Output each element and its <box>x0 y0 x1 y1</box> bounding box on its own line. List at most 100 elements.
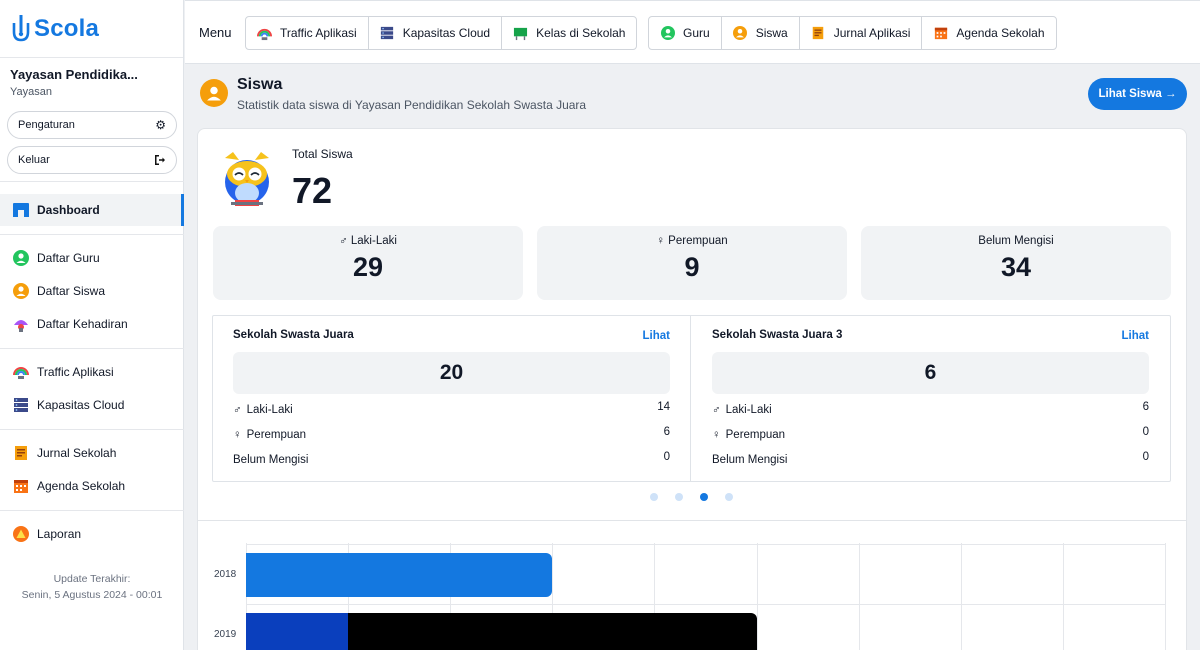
owl-mascot-icon <box>225 152 269 206</box>
sidebar-item-laporan[interactable]: Laporan <box>0 518 184 550</box>
stat-male-label-row: ♂ Laki-Laki <box>213 235 523 247</box>
top-menu-bar: Menu Traffic Aplikasi Kapasitas Cloud Ke… <box>185 0 1200 64</box>
grid-line <box>756 543 758 650</box>
sidebar-divider <box>0 429 184 430</box>
org-name: Yayasan Pendidika... <box>10 67 138 82</box>
sidebar-item-label: Jurnal Sekolah <box>37 446 117 460</box>
app-name: Scola <box>34 14 100 42</box>
school-row-male: ♂ Laki-Laki 14 <box>233 401 670 419</box>
sidebar-item-jurnal-sekolah[interactable]: Jurnal Sekolah <box>0 437 184 469</box>
chart-bar[interactable] <box>246 613 349 650</box>
grid-line <box>960 543 962 650</box>
chart-bar[interactable] <box>348 613 757 650</box>
sidebar-item-label: Daftar Kehadiran <box>37 317 128 331</box>
school-row-unfilled: Belum Mengisi 0 <box>233 451 670 469</box>
org-info: Yayasan Pendidika... Yayasan <box>0 58 183 158</box>
menu-item-label: Siswa <box>755 26 788 40</box>
traffic-icon <box>257 26 272 41</box>
cloud-capacity-icon <box>380 26 395 41</box>
sidebar-item-label: Agenda Sekolah <box>37 479 126 493</box>
settings-button[interactable]: Pengaturan ⚙ <box>7 111 177 139</box>
sidebar-item-label: Daftar Siswa <box>37 284 106 298</box>
sidebar-item-daftar-siswa[interactable]: Daftar Siswa <box>0 275 184 307</box>
cloud-capacity-icon <box>12 397 29 414</box>
school-total: 6 <box>712 352 1149 394</box>
row-label: Perempuan <box>246 429 307 441</box>
classroom-icon <box>513 26 528 41</box>
sidebar-item-agenda-sekolah[interactable]: Agenda Sekolah <box>0 470 184 502</box>
grid-line <box>1062 543 1064 650</box>
sidebar-divider <box>0 181 184 182</box>
report-icon <box>12 526 29 543</box>
last-update-value: Senin, 5 Agustus 2024 - 00:01 <box>21 589 163 601</box>
menu-kelas-di-sekolah[interactable]: Kelas di Sekolah <box>502 17 636 49</box>
last-update: Update Terakhir: Senin, 5 Agustus 2024 -… <box>0 571 184 603</box>
school-row-male: ♂ Laki-Laki 6 <box>712 401 1149 419</box>
male-icon: ♂ <box>712 404 721 416</box>
sidebar-item-kapasitas-cloud[interactable]: Kapasitas Cloud <box>0 389 184 421</box>
stat-unfilled: Belum Mengisi 34 <box>861 226 1171 300</box>
stat-female-value: 9 <box>684 252 700 282</box>
menu-traffic-aplikasi[interactable]: Traffic Aplikasi <box>246 17 369 49</box>
menu-item-label: Kelas di Sekolah <box>536 26 626 40</box>
last-update-label: Update Terakhir: <box>53 573 131 585</box>
grid-line <box>246 544 1165 545</box>
stat-male-label: Laki-Laki <box>350 235 397 247</box>
sidebar-item-daftar-kehadiran[interactable]: Daftar Kehadiran <box>0 308 184 340</box>
school-view-link[interactable]: Lihat <box>642 330 670 342</box>
menu-guru[interactable]: Guru <box>649 17 722 49</box>
logout-button[interactable]: Keluar <box>7 146 177 174</box>
grid-line <box>1165 543 1166 650</box>
stat-unfilled-label: Belum Mengisi <box>978 235 1054 247</box>
total-students-label: Total Siswa <box>292 147 353 161</box>
carousel-dot[interactable] <box>650 493 658 501</box>
row-value: 0 <box>1142 426 1149 438</box>
carousel-dot[interactable] <box>725 493 733 501</box>
menu-kapasitas-cloud[interactable]: Kapasitas Cloud <box>369 17 503 49</box>
sidebar-item-dashboard[interactable]: Dashboard <box>0 194 184 226</box>
menu-jurnal-aplikasi[interactable]: Jurnal Aplikasi <box>800 17 923 49</box>
row-label: Perempuan <box>725 429 786 441</box>
row-value: 14 <box>657 401 670 413</box>
menu-siswa[interactable]: Siswa <box>722 17 800 49</box>
view-students-button[interactable]: Lihat Siswa → <box>1088 78 1187 110</box>
menu-item-label: Jurnal Aplikasi <box>833 26 911 40</box>
menu-group-infra: Traffic Aplikasi Kapasitas Cloud Kelas d… <box>245 16 638 50</box>
grid-line <box>552 543 554 650</box>
card-section-divider <box>197 520 1187 521</box>
carousel-dot[interactable] <box>675 493 683 501</box>
female-icon: ♀ <box>712 429 721 441</box>
menu-item-label: Kapasitas Cloud <box>402 26 491 40</box>
sidebar-item-daftar-guru[interactable]: Daftar Guru <box>0 242 184 274</box>
menu-agenda-sekolah[interactable]: Agenda Sekolah <box>922 17 1055 49</box>
grid-line <box>654 543 656 650</box>
carousel-dot-active[interactable] <box>700 493 708 501</box>
male-icon: ♂ <box>233 404 242 416</box>
settings-label: Pengaturan <box>18 119 75 131</box>
student-icon <box>12 283 29 300</box>
row-value: 0 <box>663 451 670 463</box>
stat-male: ♂ Laki-Laki 29 <box>213 226 523 300</box>
app-logo[interactable]: Scola <box>0 0 183 58</box>
stat-male-value: 29 <box>352 252 384 282</box>
school-separator <box>690 315 691 482</box>
row-label: Laki-Laki <box>246 404 293 416</box>
stat-female-label: Perempuan <box>668 235 728 247</box>
male-icon: ♂ <box>339 235 348 247</box>
row-value: 0 <box>1142 451 1149 463</box>
page-title: Siswa <box>237 76 283 93</box>
sidebar-item-traffic-aplikasi[interactable]: Traffic Aplikasi <box>0 356 184 388</box>
school-carousel <box>212 315 1171 482</box>
sidebar: Scola Yayasan Pendidika... Yayasan Penga… <box>0 0 184 650</box>
female-icon: ♀ <box>233 429 242 441</box>
y-tick-label: 2018 <box>214 569 237 580</box>
menu-item-label: Agenda Sekolah <box>956 26 1045 40</box>
attendance-icon <box>12 316 29 333</box>
chart-bar[interactable] <box>246 553 553 597</box>
school-view-link[interactable]: Lihat <box>1121 330 1149 342</box>
sidebar-divider <box>0 234 184 235</box>
org-type: Yayasan <box>10 86 52 98</box>
menu-item-label: Guru <box>683 26 710 40</box>
school-row-unfilled: Belum Mengisi 0 <box>712 451 1149 469</box>
logout-icon <box>155 155 165 165</box>
